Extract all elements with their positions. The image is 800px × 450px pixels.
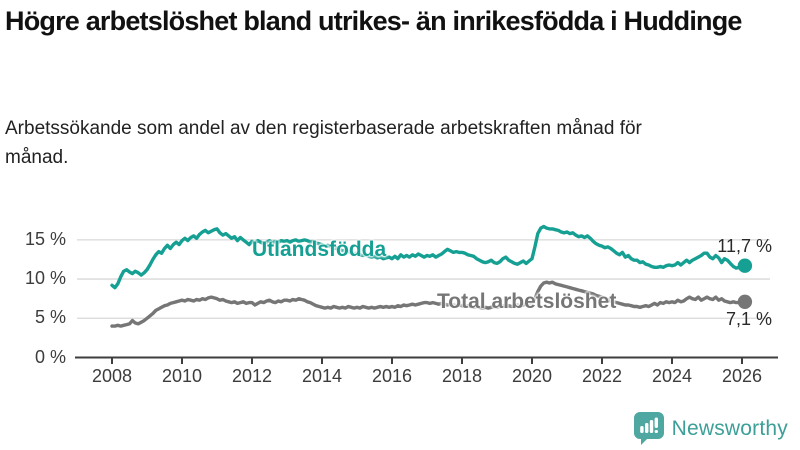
page-title: Högre arbetslöshet bland utrikes- än inr… — [5, 6, 742, 36]
y-axis-tick-label: 15 % — [24, 228, 66, 249]
end-value-label-utlandsfodda: 11,7 % — [717, 236, 772, 256]
x-axis-tick-label: 2016 — [371, 366, 413, 386]
x-axis-tick-label: 2012 — [231, 366, 273, 386]
y-axis-tick-label: 0 % — [34, 346, 66, 367]
x-axis-tick-label: 2020 — [511, 366, 553, 386]
newsworthy-logo-icon — [633, 412, 664, 445]
x-axis-tick-label: 2026 — [721, 366, 763, 386]
x-axis-tick-label: 2024 — [651, 366, 693, 386]
x-axis-tick-label: 2008 — [91, 366, 133, 386]
series-label-utlandsfodda: Utlandsfödda — [252, 238, 387, 261]
y-axis-tick-label: 5 % — [34, 307, 66, 328]
series-label-total-arbetsloshet: Total arbetslöshet — [437, 290, 617, 313]
x-axis-tick-label: 2018 — [441, 366, 483, 386]
end-value-label-total: 7,1 % — [725, 309, 772, 329]
x-axis-tick-label: 2010 — [161, 366, 203, 386]
newsworthy-logo[interactable]: Newsworthy — [633, 412, 788, 445]
chart-subtitle: Arbetssökande som andel av den registerb… — [5, 118, 642, 169]
newsworthy-logo-text: Newsworthy — [671, 416, 788, 440]
x-axis-tick-label: 2014 — [301, 366, 343, 386]
y-axis-tick-label: 10 % — [24, 268, 66, 289]
x-axis-tick-label: 2022 — [581, 366, 623, 386]
